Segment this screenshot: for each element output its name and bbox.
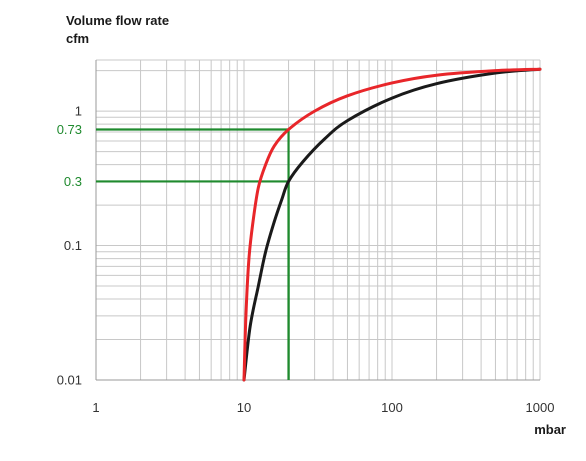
x-tick-label: 100 [381, 400, 403, 415]
y-axis-unit: cfm [66, 31, 90, 46]
x-axis-title: mbar [534, 422, 566, 437]
grid [96, 59, 541, 380]
series-line-black [242, 67, 542, 382]
y-tick-label: 0.01 [57, 373, 82, 388]
y-tick-label: 0.3 [64, 174, 82, 189]
x-tick-label: 1000 [526, 400, 555, 415]
axes [95, 60, 540, 381]
x-tick-label: 1 [92, 400, 99, 415]
tick-labels: 1 10 100 1000 0.01 0.1 0.3 0.73 1 [57, 104, 555, 415]
y-tick-label: 1 [75, 104, 82, 119]
y-tick-label: 0.1 [64, 238, 82, 253]
plot-area [96, 60, 540, 380]
y-axis-title: Volume flow rate [66, 13, 170, 28]
series-line-red [242, 67, 542, 382]
x-tick-label: 10 [237, 400, 251, 415]
series-group [242, 67, 542, 382]
y-tick-label: 0.73 [57, 122, 82, 137]
